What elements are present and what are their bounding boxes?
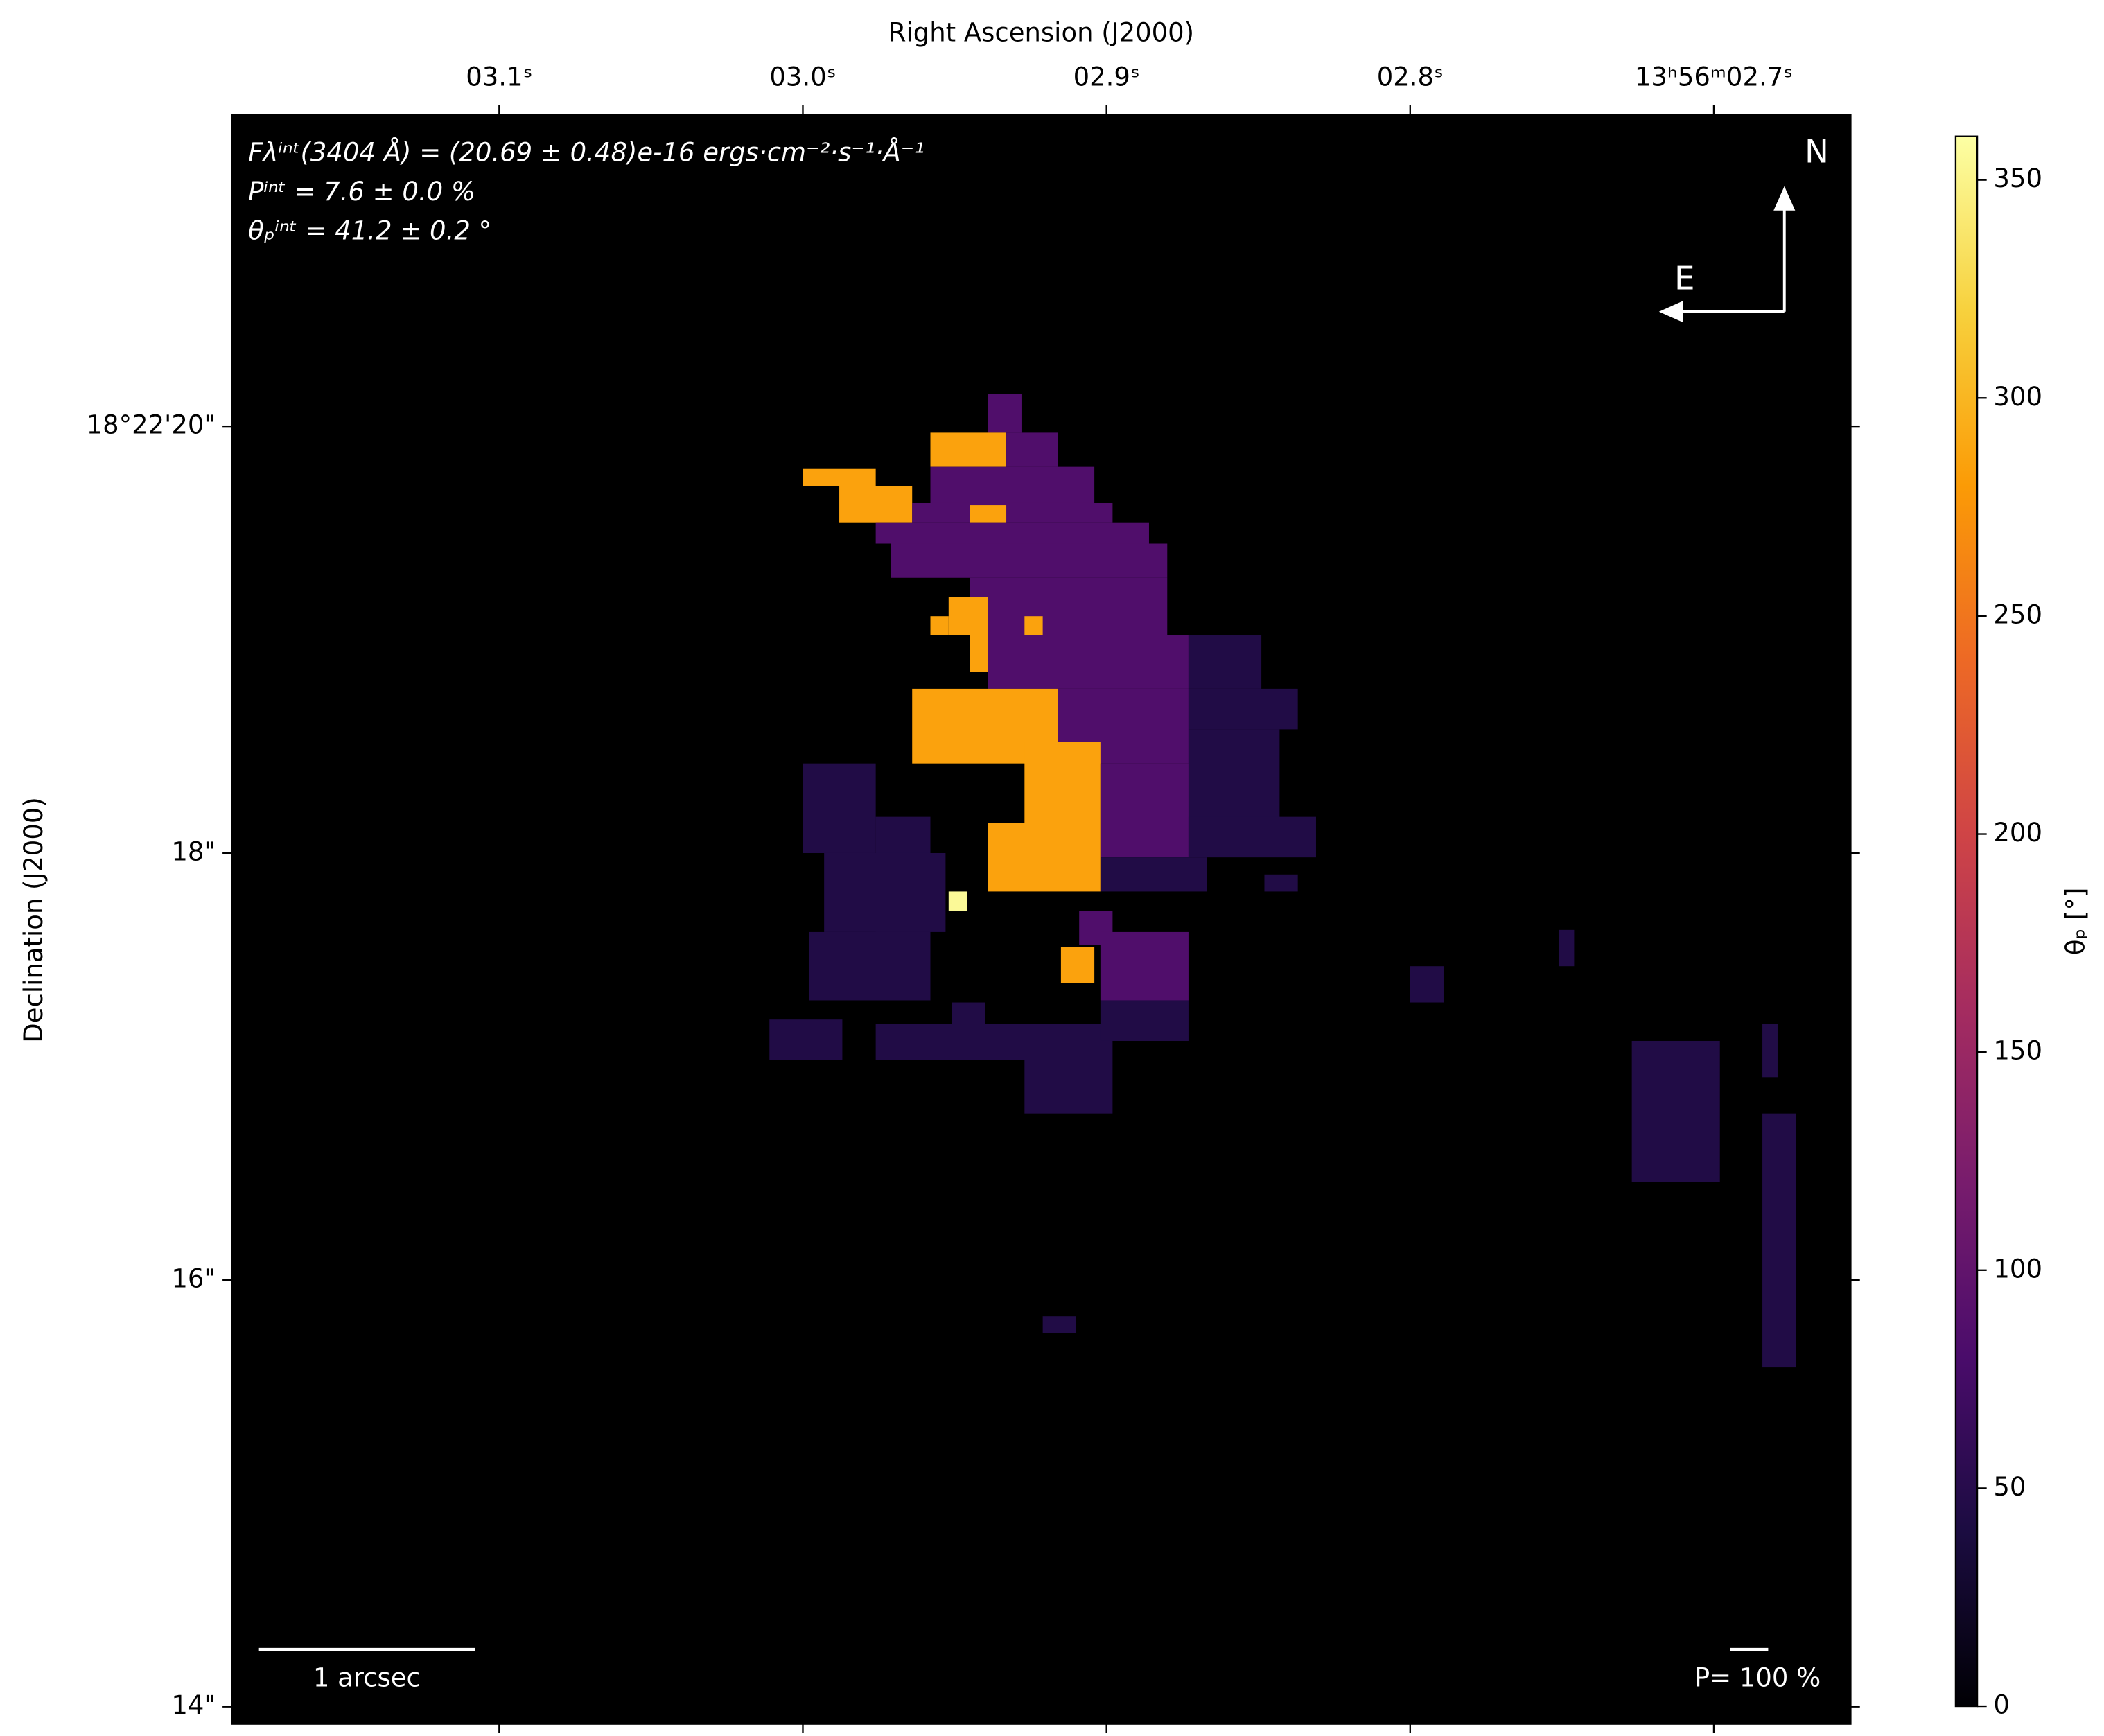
cell [824, 852, 946, 932]
cell [988, 394, 1022, 433]
cell [1188, 816, 1316, 858]
cell [930, 616, 949, 635]
colorbar-tick-label: 350 [1993, 164, 2042, 193]
colorbar-tick-label: 300 [1993, 382, 2042, 412]
x-tick-label: 02.8ˢ [1377, 62, 1444, 92]
cell-layer [769, 394, 1796, 1368]
cell [803, 763, 876, 853]
cell [988, 635, 1189, 689]
colorbar-tick-label: 50 [1993, 1472, 2026, 1502]
cell [952, 1002, 985, 1024]
cell [1006, 432, 1058, 467]
cell [1188, 688, 1298, 730]
cell [1188, 635, 1262, 689]
y-tick-label: 18" [171, 836, 216, 866]
cell [1188, 729, 1280, 823]
cell [1762, 1024, 1778, 1078]
annotation: θₚⁱⁿᵗ = 41.2 ± 0.2 ° [248, 216, 491, 245]
plot-background [231, 114, 1851, 1724]
cell [1264, 874, 1298, 892]
colorbar-tick-label: 250 [1993, 599, 2042, 629]
x-tick-label: 13ʰ56ᵐ02.7ˢ [1635, 62, 1793, 92]
cell [912, 502, 1113, 523]
compass-east-label: E [1674, 260, 1695, 297]
colorbar-tick-label: 150 [1993, 1036, 2042, 1066]
cell [1410, 966, 1444, 1003]
cell [1559, 929, 1575, 967]
cell [1631, 1040, 1720, 1182]
y-axis-label: Declination (J2000) [19, 797, 49, 1043]
cell [1762, 1113, 1796, 1368]
cell [809, 931, 931, 1001]
cell [930, 466, 1095, 503]
x-tick-label: 03.1ˢ [466, 62, 532, 92]
cell [1100, 1000, 1189, 1041]
x-tick-label: 02.9ˢ [1073, 62, 1140, 92]
y-tick-label: 14" [171, 1690, 216, 1720]
plot-frame [231, 114, 1852, 1725]
cell [1024, 1060, 1113, 1114]
cell [1100, 823, 1189, 858]
cell [970, 577, 1168, 635]
cell [1042, 1316, 1076, 1333]
cell [875, 1024, 1113, 1060]
compass-north-label: N [1805, 134, 1829, 171]
colorbar [1954, 135, 1979, 1708]
cell [1100, 857, 1207, 892]
annotation: Pⁱⁿᵗ = 7.6 ± 0.0 % [248, 177, 475, 207]
cell [1024, 742, 1101, 823]
compass-north-arrow [1773, 186, 1796, 211]
compass-east-arrow [1658, 301, 1683, 323]
cell [948, 597, 988, 635]
cell [1060, 947, 1095, 983]
cell [891, 543, 1168, 578]
x-tick-label: 03.0ˢ [769, 62, 836, 92]
cell [769, 1019, 843, 1060]
y-tick-label: 16" [171, 1263, 216, 1293]
cell [988, 823, 1101, 892]
colorbar-tick-label: 100 [1993, 1254, 2042, 1283]
cell [970, 505, 1007, 523]
scale-bar-label: 1 arcsec [313, 1663, 421, 1693]
colorbar-tick-label: 200 [1993, 818, 2042, 848]
cell [970, 635, 988, 672]
colorbar-label: θₚ [°] [2061, 888, 2091, 956]
y-tick-label: 18°22'20" [87, 410, 216, 440]
cell [948, 891, 967, 911]
cell [930, 432, 1007, 467]
cell [1100, 931, 1189, 1001]
annotation: Fλⁱⁿᵗ(3404 Å) = (20.69 ± 0.48)e-16 ergs·… [248, 137, 924, 168]
vector-scale-label: P= 100 % [1694, 1663, 1821, 1693]
cell [1100, 763, 1189, 823]
cell [875, 522, 1149, 544]
cell [803, 468, 876, 486]
x-axis-label: Right Ascension (J2000) [888, 17, 1194, 47]
colorbar-tick-label: 0 [1993, 1690, 2010, 1720]
cell [839, 486, 913, 523]
